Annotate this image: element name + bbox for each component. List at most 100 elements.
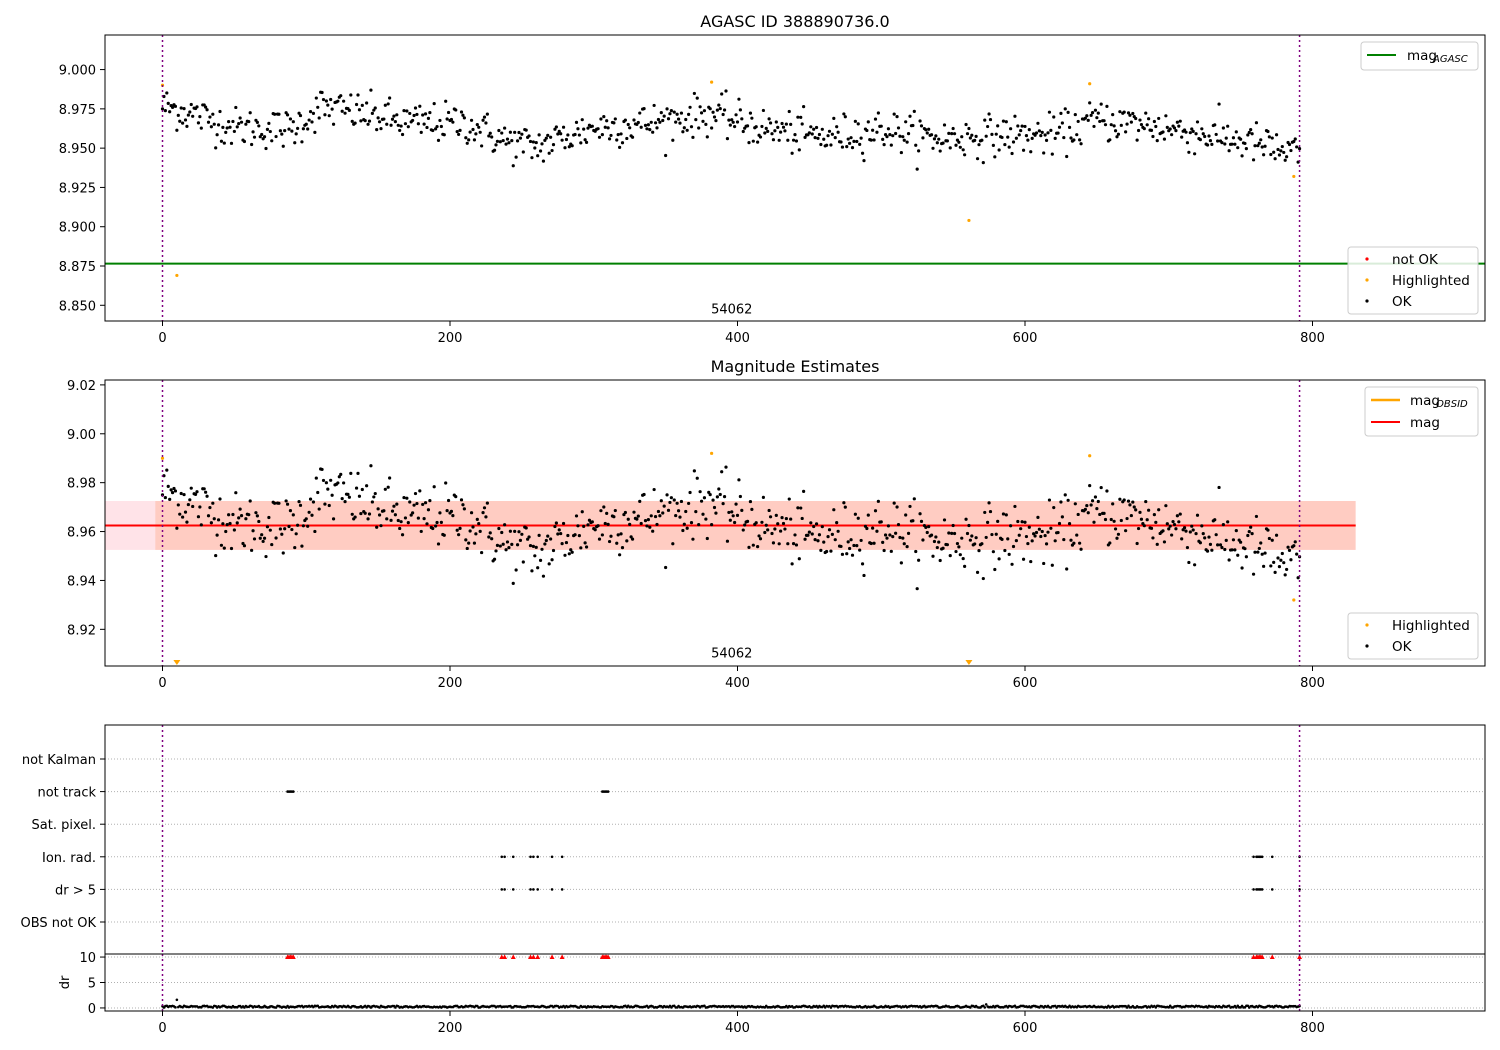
ok-point	[603, 521, 607, 526]
ok-point	[892, 112, 896, 116]
highlighted-point	[967, 218, 971, 223]
ok-point	[1214, 132, 1218, 137]
ok-point	[1257, 546, 1261, 551]
ok-point	[751, 139, 755, 143]
ok-point	[310, 120, 314, 124]
ok-point	[237, 516, 241, 520]
ok-point	[873, 117, 878, 121]
ok-point	[298, 503, 303, 507]
ok-point	[449, 509, 454, 513]
ok-point	[925, 530, 929, 535]
dr-point	[1125, 1006, 1129, 1009]
ok-point	[175, 526, 179, 530]
x-tick-label: 0	[158, 331, 166, 346]
ok-point	[231, 119, 235, 124]
ok-point	[912, 109, 916, 113]
ok-point	[536, 154, 540, 158]
ok-point	[659, 499, 663, 503]
ok-point	[376, 116, 380, 120]
ok-point	[1136, 128, 1141, 133]
ok-point	[800, 122, 804, 126]
ok-point	[825, 549, 829, 554]
dr-clipped-marker	[549, 954, 555, 960]
ok-point	[1126, 111, 1131, 115]
ok-point	[869, 138, 873, 142]
ok-point	[1098, 512, 1102, 517]
ok-point	[1162, 540, 1167, 544]
legend-top	[1360, 41, 1479, 71]
ok-point	[1214, 533, 1218, 537]
ok-point	[415, 501, 419, 506]
ok-point	[662, 114, 666, 118]
ok-point	[756, 545, 760, 549]
ok-point	[875, 529, 879, 533]
flag-row-label: Sat. pixel.	[32, 818, 96, 833]
ok-point	[370, 111, 374, 115]
ok-point	[779, 529, 783, 533]
ok-point	[445, 509, 449, 513]
ok-point	[280, 532, 284, 536]
ok-point	[896, 522, 901, 527]
ok-point	[796, 506, 800, 510]
ok-point	[388, 96, 392, 100]
ok-point	[550, 558, 554, 562]
ok-point	[1230, 142, 1234, 146]
ok-point	[247, 119, 251, 124]
ok-point	[1122, 498, 1126, 502]
dr-point	[175, 998, 179, 1002]
ok-point	[1221, 126, 1225, 130]
ok-point	[675, 501, 679, 505]
ok-point	[193, 492, 198, 496]
highlighted-point	[160, 456, 165, 460]
ok-point	[216, 518, 221, 522]
ok-point	[480, 144, 484, 148]
ok-point	[1073, 112, 1077, 117]
ok-point	[1053, 539, 1057, 543]
ok-point	[656, 117, 661, 122]
ok-point	[1280, 144, 1284, 149]
ok-point	[702, 109, 707, 113]
ok-point	[871, 526, 875, 530]
ok-point	[1168, 524, 1172, 528]
ok-point	[388, 476, 392, 480]
ok-point	[1103, 123, 1108, 127]
ok-point	[688, 490, 692, 495]
ok-point	[1026, 541, 1030, 546]
ok-point	[1013, 504, 1017, 509]
ok-point	[327, 114, 331, 118]
ok-point	[766, 129, 770, 133]
ok-point	[1157, 508, 1161, 512]
ok-point	[1009, 524, 1013, 528]
ok-point	[400, 533, 405, 537]
ok-point	[710, 126, 714, 130]
ok-point	[607, 137, 612, 141]
ok-point	[830, 532, 834, 536]
ok-point	[1093, 495, 1098, 499]
ok-point	[764, 126, 768, 130]
ok-point	[446, 498, 451, 503]
ok-point	[767, 508, 771, 513]
ok-point	[468, 130, 472, 134]
ok-point	[517, 130, 521, 135]
ok-point	[1072, 541, 1076, 545]
ok-point	[787, 497, 791, 501]
ok-point	[738, 494, 742, 499]
ok-point	[336, 99, 340, 103]
ok-point	[937, 137, 941, 141]
ok-point	[472, 541, 477, 545]
ok-point	[212, 122, 216, 126]
ok-point	[590, 520, 594, 524]
ok-point	[1145, 518, 1149, 522]
ok-point	[1218, 543, 1223, 547]
ok-point	[914, 143, 918, 147]
ok-point	[268, 129, 272, 134]
ok-point	[699, 111, 704, 115]
flag-point	[606, 790, 610, 793]
ok-point	[283, 527, 287, 531]
ok-point	[321, 478, 326, 483]
ok-point	[511, 581, 515, 586]
ok-point	[383, 103, 387, 107]
ok-point	[1243, 141, 1247, 146]
ok-point	[681, 528, 685, 533]
ok-point	[451, 120, 455, 124]
